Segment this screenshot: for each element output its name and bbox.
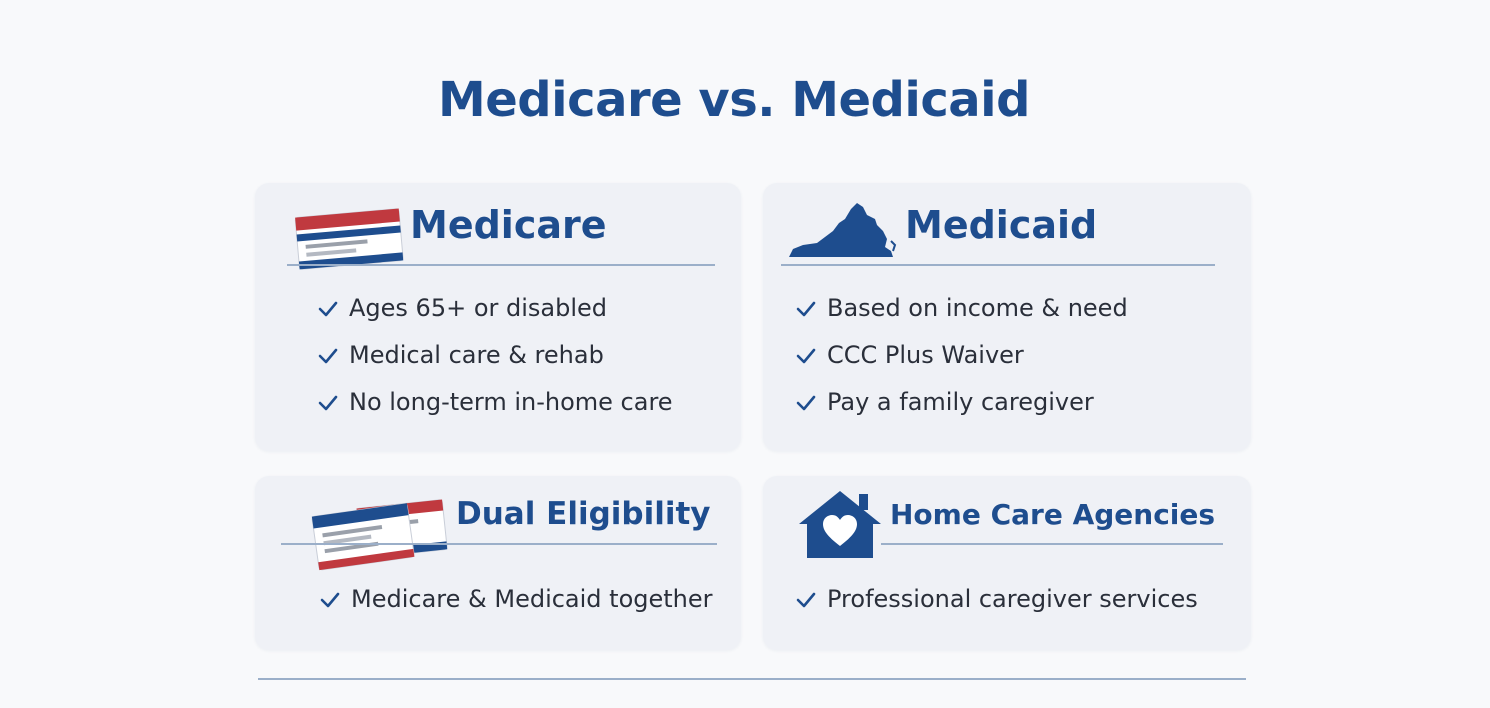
page-title: Medicare vs. Medicaid [437,72,1031,128]
card-title-home-care-agencies: Home Care Agencies [890,498,1216,531]
virginia-state-icon [789,203,897,257]
card-title-dual-eligibility: Dual Eligibility [456,496,711,532]
bottom-divider [258,678,1246,680]
check-icon [796,301,816,317]
check-icon [318,301,338,317]
medicare-card: Medicare Ages 65+ or disabled Medical ca… [255,183,741,451]
list-item: CCC Plus Waiver [795,332,1128,379]
card-divider [281,543,717,545]
card-title-medicaid: Medicaid [905,203,1098,247]
medicaid-feature-list: Based on income & need CCC Plus Waiver P… [795,285,1128,426]
house-heart-icon [799,491,881,558]
home-care-agencies-card: Home Care Agencies Professional caregive… [763,476,1251,650]
check-icon [318,348,338,364]
check-icon [320,592,340,608]
card-divider [881,543,1223,545]
list-item: Based on income & need [795,285,1128,332]
check-icon [318,395,338,411]
card-divider [781,264,1215,266]
dual-eligibility-feature-list: Medicare & Medicaid together [319,576,713,623]
list-item: Professional caregiver services [795,576,1198,623]
check-icon [796,348,816,364]
medicare-feature-list: Ages 65+ or disabled Medical care & reha… [317,285,673,426]
two-cards-icon [311,499,448,571]
list-item: Ages 65+ or disabled [317,285,673,332]
check-icon [796,395,816,411]
list-item: Medicare & Medicaid together [319,576,713,623]
medicaid-card: Medicaid Based on income & need CCC Plus… [763,183,1251,451]
card-divider [287,264,715,266]
list-item: No long-term in-home care [317,379,673,426]
list-item: Medical care & rehab [317,332,673,379]
medicare-card-icon [294,208,404,270]
dual-eligibility-card: Dual Eligibility Medicare & Medicaid tog… [255,476,741,650]
list-item: Pay a family caregiver [795,379,1128,426]
check-icon [796,592,816,608]
card-title-medicare: Medicare [410,203,607,247]
home-care-feature-list: Professional caregiver services [795,576,1198,623]
